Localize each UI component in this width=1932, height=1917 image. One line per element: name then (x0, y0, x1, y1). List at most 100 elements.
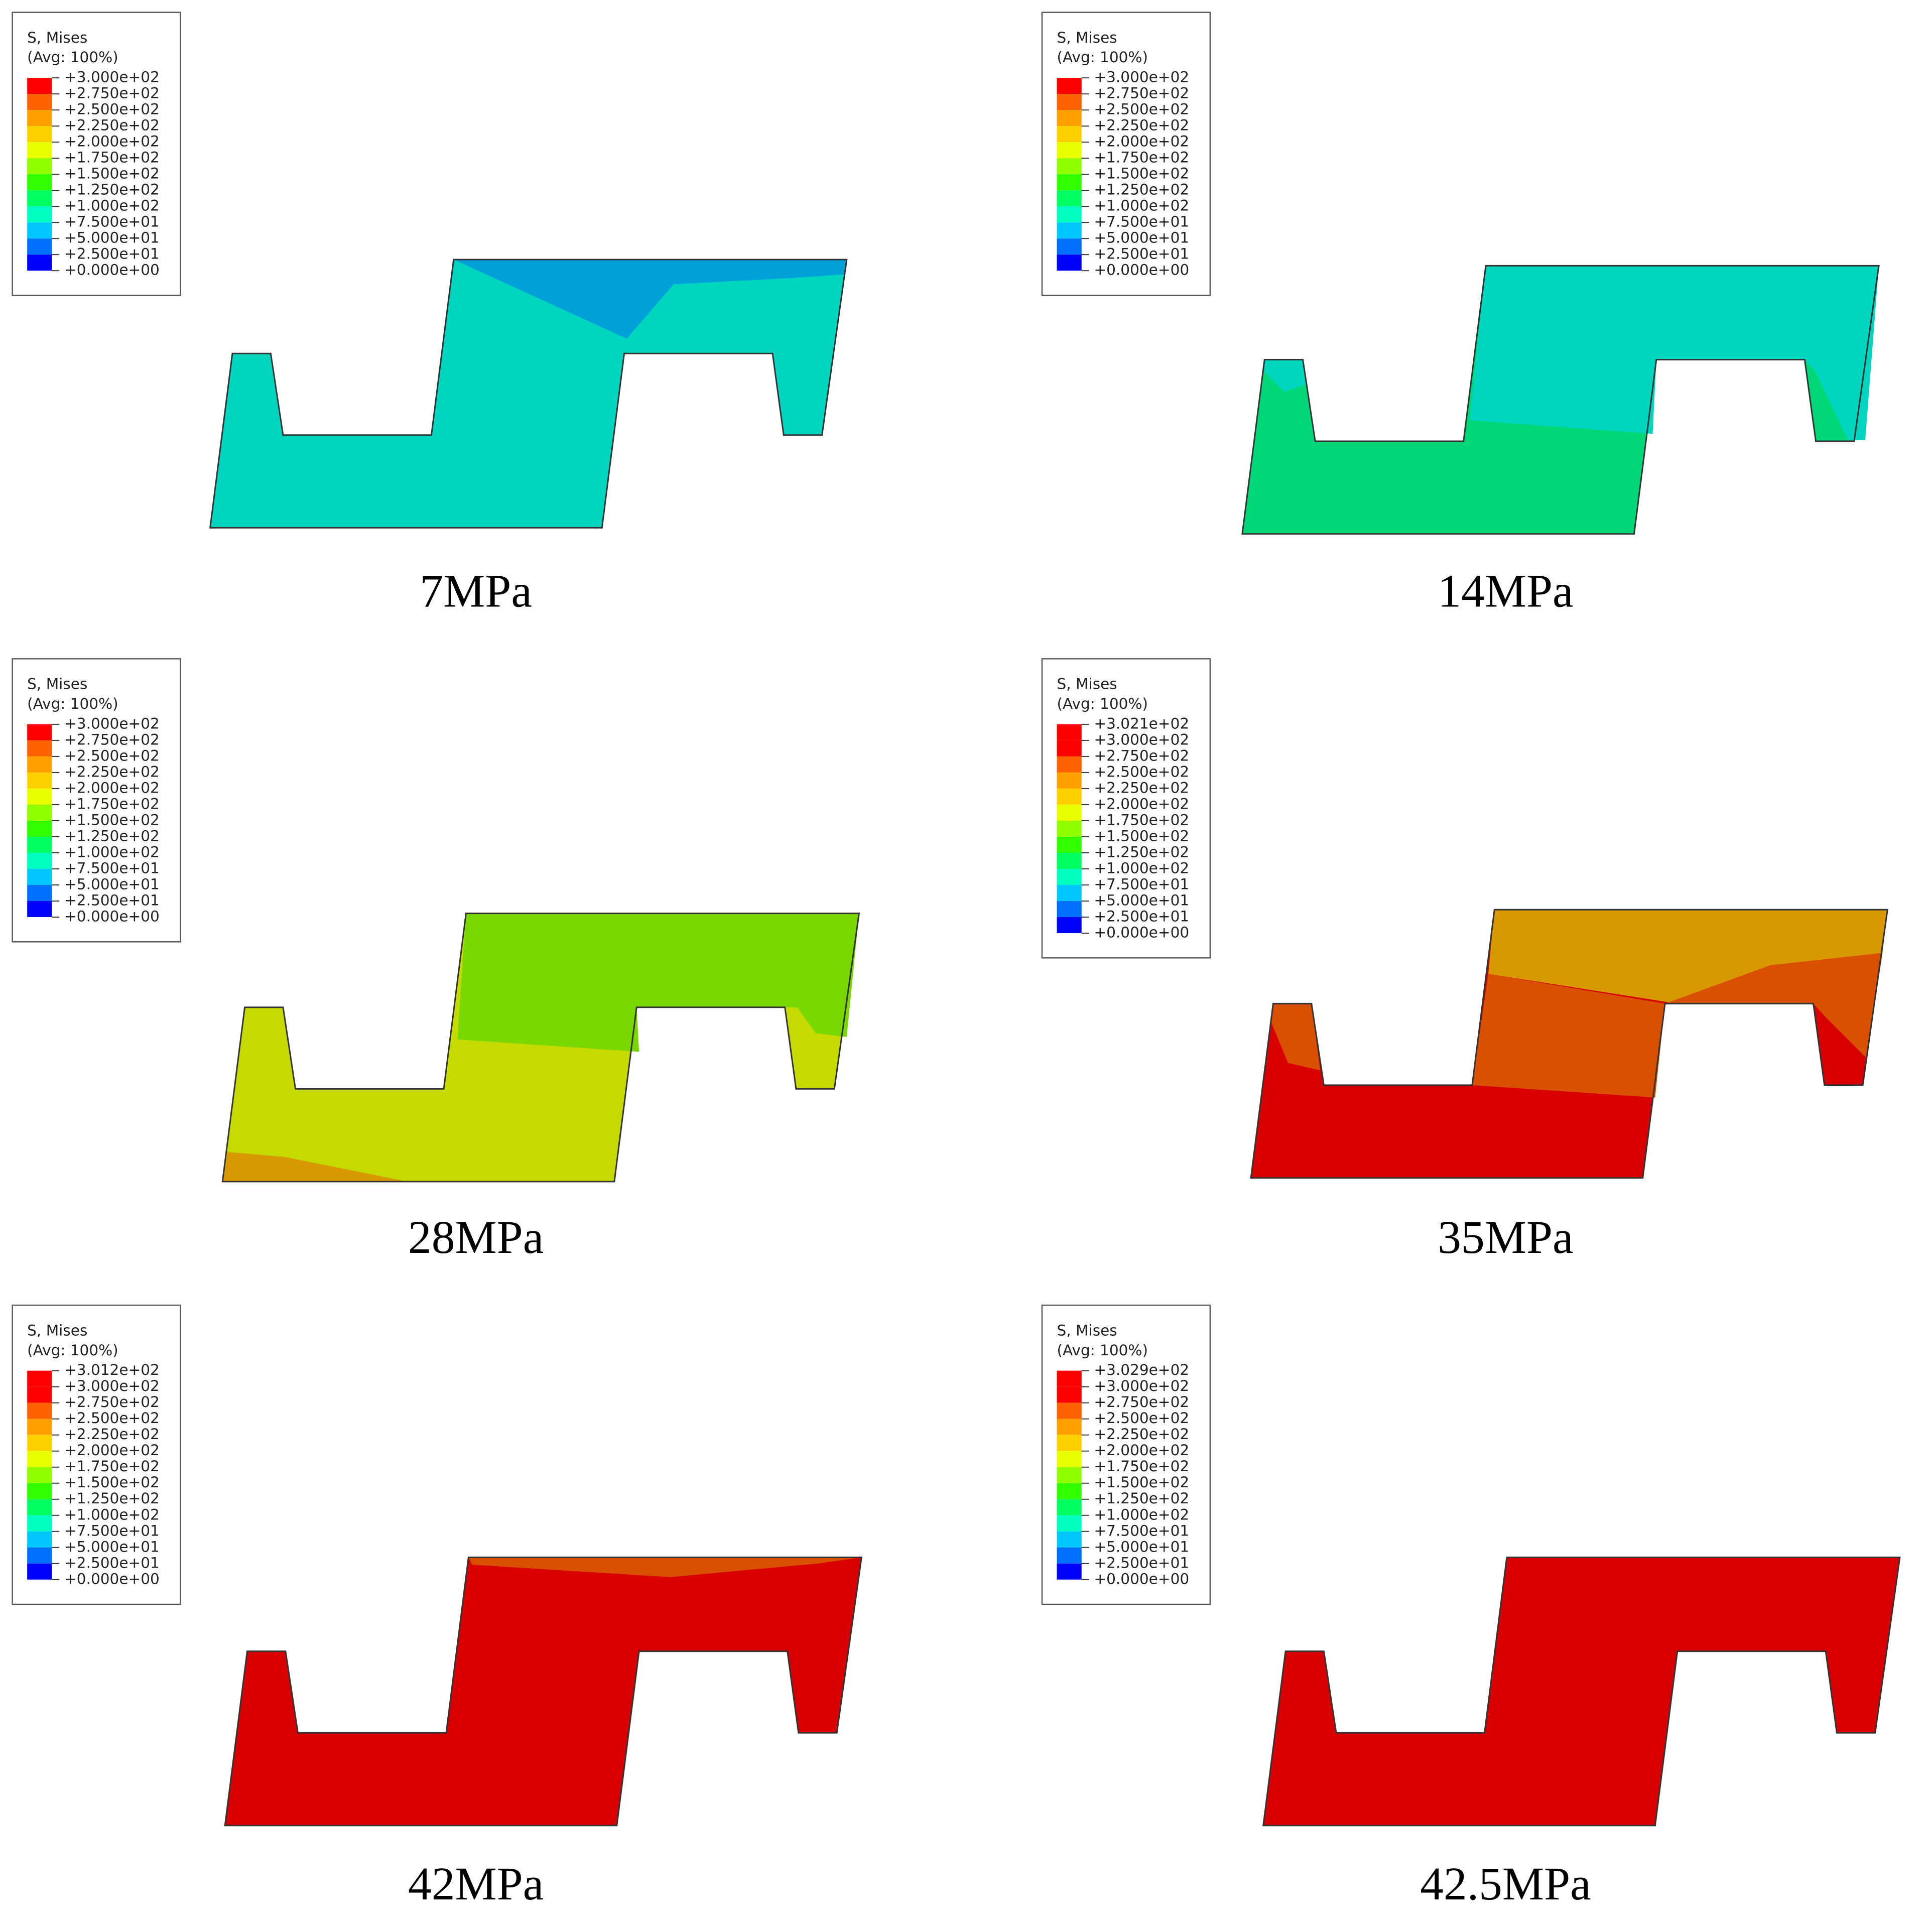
legend-swatch (1057, 724, 1082, 740)
legend-swatch (27, 78, 52, 94)
legend-swatch (1057, 756, 1082, 773)
panel: S, Mises(Avg: 100%)+3.000e+02+2.750e+02+… (12, 12, 848, 617)
legend-label: +2.250e+02 (64, 1426, 160, 1443)
legend-label: +1.250e+02 (1094, 181, 1189, 198)
legend-swatch (1057, 772, 1082, 789)
legend-label: +0.000e+00 (64, 262, 160, 279)
legend-label: +2.000e+02 (1094, 795, 1189, 812)
legend-swatch (27, 110, 52, 126)
legend-swatch (27, 868, 52, 885)
legend-swatch (1057, 1467, 1082, 1483)
legend-label: +2.750e+02 (1094, 85, 1189, 102)
contour-region (1488, 910, 1888, 1004)
caption: 35MPa (1438, 1212, 1573, 1263)
legend-label: +2.750e+02 (64, 85, 160, 102)
legend-label: +7.500e+01 (64, 859, 160, 876)
legend-swatch (27, 1451, 52, 1467)
legend-swatch (1057, 852, 1082, 869)
legend-label: +1.500e+02 (64, 811, 160, 828)
legend-swatch (1057, 1531, 1082, 1548)
legend-label: +1.750e+02 (64, 795, 160, 812)
legend-label: +2.250e+02 (64, 763, 160, 780)
legend-label: +0.000e+00 (64, 1570, 160, 1587)
legend-swatch (1057, 884, 1082, 902)
legend-title: S, Mises (1057, 1322, 1117, 1339)
legend-label: +7.500e+01 (1094, 213, 1189, 230)
legend-swatch (1057, 1386, 1082, 1403)
legend-subtitle: (Avg: 100%) (27, 49, 118, 66)
contour-plot (1241, 265, 1880, 535)
contour-region (457, 913, 859, 1052)
legend-label: +2.000e+02 (64, 133, 160, 150)
legend-swatch (27, 1467, 52, 1483)
legend-swatch (27, 1547, 52, 1564)
legend-swatch (1057, 820, 1082, 837)
legend-label: +1.000e+02 (1094, 197, 1189, 214)
contour-region (1469, 266, 1879, 440)
legend-label: +3.029e+02 (1094, 1361, 1189, 1378)
legend-swatch (27, 756, 52, 773)
legend-swatch (1057, 1451, 1082, 1467)
legend-label: +2.250e+02 (1094, 117, 1189, 134)
legend-swatch (1057, 158, 1082, 175)
legend-swatch (1057, 788, 1082, 805)
legend-label: +2.500e+02 (1094, 1410, 1189, 1427)
panel: S, Mises(Avg: 100%)+3.029e+02+3.000e+02+… (1041, 1304, 1901, 1910)
legend-label: +2.250e+02 (1094, 779, 1189, 796)
legend-label: +1.500e+02 (64, 1474, 160, 1491)
contour-region (222, 1152, 408, 1182)
contour-plot (209, 259, 848, 529)
legend-swatch (1057, 1547, 1082, 1564)
legend-label: +1.250e+02 (1094, 1490, 1189, 1507)
legend-swatch (27, 724, 52, 740)
part-outline (221, 913, 860, 1183)
legend-title: S, Mises (27, 676, 87, 693)
panel: S, Mises(Avg: 100%)+3.021e+02+3.000e+02+… (1041, 658, 1889, 1263)
part-fill (225, 1557, 862, 1826)
legend-subtitle: (Avg: 100%) (1057, 1342, 1148, 1359)
legend-swatch (27, 1515, 52, 1531)
legend-label: +1.000e+02 (1094, 1506, 1189, 1523)
legend-swatch (1057, 1419, 1082, 1435)
caption: 7MPa (420, 565, 532, 617)
contour-plot (224, 1556, 863, 1827)
legend-label: +1.000e+02 (64, 843, 160, 860)
legend-swatch (1057, 78, 1082, 94)
legend-swatch (27, 1435, 52, 1451)
panel: S, Mises(Avg: 100%)+3.000e+02+2.750e+02+… (1041, 12, 1880, 617)
legend-label: +2.500e+01 (64, 892, 160, 909)
legend-swatch (1057, 1483, 1082, 1499)
legend-label: +2.750e+02 (64, 1393, 160, 1411)
contour-region (453, 260, 847, 339)
legend-subtitle: (Avg: 100%) (1057, 695, 1148, 712)
legend-swatch (27, 852, 52, 869)
legend-swatch (27, 1419, 52, 1435)
legend-label: +1.750e+02 (64, 149, 160, 166)
legend-swatch (1057, 174, 1082, 191)
caption: 28MPa (408, 1212, 544, 1263)
legend-label: +5.000e+01 (1094, 892, 1189, 909)
caption: 42MPa (408, 1858, 544, 1910)
legend-label: +5.000e+01 (64, 1538, 160, 1555)
legend-label: +0.000e+00 (64, 908, 160, 925)
legend-label: +2.500e+02 (1094, 101, 1189, 118)
legend-label: +2.000e+02 (64, 779, 160, 796)
legend-subtitle: (Avg: 100%) (27, 1342, 118, 1359)
legend-swatch (27, 1563, 52, 1580)
legend-label: +2.500e+02 (64, 747, 160, 764)
legend-label: +1.250e+02 (64, 181, 160, 198)
legend-swatch (27, 238, 52, 255)
legend-label: +0.000e+00 (1094, 1570, 1189, 1587)
legend-swatch (27, 222, 52, 239)
legend-swatch (27, 804, 52, 821)
contour-region (1270, 1003, 1321, 1071)
legend-label: +2.750e+02 (1094, 1393, 1189, 1411)
legend-swatch (27, 1483, 52, 1499)
caption: 42.5MPa (1420, 1858, 1591, 1910)
legend-swatch (27, 158, 52, 175)
legend-label: +3.000e+02 (1094, 69, 1189, 86)
legend-swatch (1057, 901, 1082, 918)
legend-label: +2.500e+02 (1094, 763, 1189, 780)
legend-title: S, Mises (27, 29, 87, 46)
